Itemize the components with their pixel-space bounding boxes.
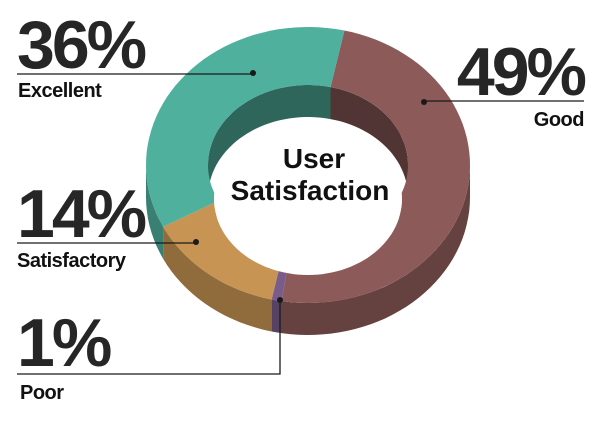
- inner-wall-excellent: [208, 85, 331, 197]
- chart-title-line-1: User: [283, 143, 345, 174]
- leader-dot-poor: [277, 297, 283, 303]
- category-label-poor: Poor: [20, 382, 64, 404]
- outer-wall-excellent: [146, 165, 164, 259]
- donut-hole: [214, 123, 402, 275]
- slice-good: [281, 30, 470, 303]
- chart-title: User Satisfaction: [231, 143, 390, 206]
- category-label-good: Good: [534, 109, 584, 131]
- callout-satisfactory: 14% Satisfactory: [17, 176, 199, 272]
- slice-excellent: [146, 27, 345, 227]
- slice-satisfactory: [163, 200, 286, 300]
- leader-dot-good: [421, 99, 427, 105]
- category-label-excellent: Excellent: [18, 80, 102, 102]
- outer-wall-good: [281, 165, 470, 335]
- leader-line-poor: [17, 300, 281, 375]
- inner-wall-good: [330, 87, 408, 197]
- callout-poor: 1% Poor: [17, 297, 283, 404]
- callout-excellent: 36% Excellent: [17, 7, 256, 102]
- leader-dot-satisfactory: [193, 239, 199, 245]
- value-label-good: 49%: [457, 34, 586, 110]
- outer-wall-satisfactory: [163, 226, 272, 332]
- value-label-poor: 1%: [17, 305, 111, 381]
- chart-title-line-2: Satisfaction: [231, 175, 390, 206]
- callout-good: 49% Good: [421, 34, 589, 131]
- donut-side-walls: [146, 85, 470, 335]
- value-label-satisfactory: 14%: [17, 176, 146, 252]
- value-label-excellent: 36%: [17, 7, 146, 83]
- donut-top-faces: [146, 27, 470, 303]
- outer-wall-poor: [271, 299, 282, 334]
- category-label-satisfactory: Satisfactory: [17, 250, 127, 272]
- leader-dot-excellent: [250, 70, 256, 76]
